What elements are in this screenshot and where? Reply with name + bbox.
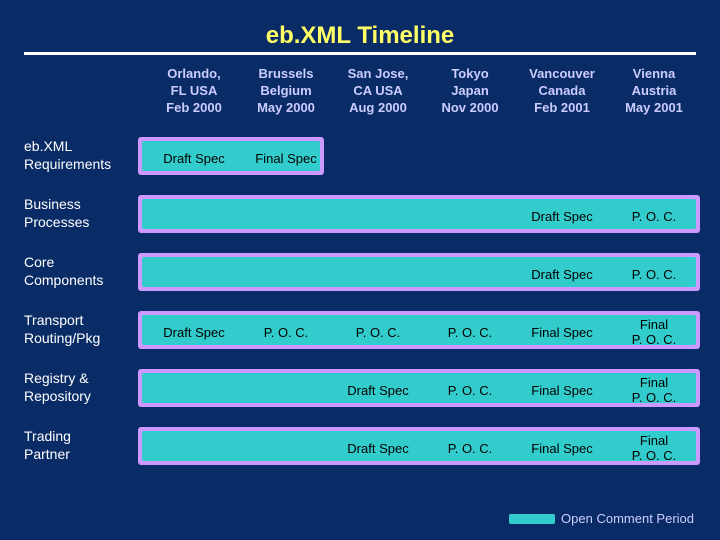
slide-title: eb.XML Timeline bbox=[24, 22, 696, 50]
cell: P. O. C. bbox=[420, 363, 520, 417]
cell: Final Spec bbox=[512, 305, 612, 359]
cell: Final P. O. C. bbox=[604, 363, 704, 417]
title-rule bbox=[24, 52, 696, 55]
column-header: Orlando, FL USA Feb 2000 bbox=[144, 65, 244, 116]
column-header: Brussels Belgium May 2000 bbox=[236, 65, 336, 116]
row-label: Business Processes bbox=[24, 195, 154, 231]
cell: Draft Spec bbox=[512, 247, 612, 301]
timeline-row: Registry & Repository Draft SpecP. O. C.F… bbox=[24, 363, 696, 417]
legend-swatch bbox=[509, 514, 555, 524]
timeline-rows: eb.XML RequirementsDraft SpecFinal SpecB… bbox=[24, 131, 696, 475]
cell: Draft Spec bbox=[328, 363, 428, 417]
cell: Final Spec bbox=[512, 421, 612, 475]
slide: eb.XML Timeline Orlando, FL USA Feb 2000… bbox=[0, 0, 720, 540]
cell: P. O. C. bbox=[604, 189, 704, 243]
column-header: Vienna Austria May 2001 bbox=[604, 65, 704, 116]
cell: P. O. C. bbox=[328, 305, 428, 359]
row-label: Registry & Repository bbox=[24, 369, 154, 405]
cell: Final P. O. C. bbox=[604, 421, 704, 475]
cell: Draft Spec bbox=[512, 189, 612, 243]
cell: P. O. C. bbox=[420, 421, 520, 475]
row-label: Trading Partner bbox=[24, 427, 154, 463]
row-label: Transport Routing/Pkg bbox=[24, 311, 154, 347]
column-headers: Orlando, FL USA Feb 2000Brussels Belgium… bbox=[24, 65, 696, 125]
timeline-row: eb.XML RequirementsDraft SpecFinal Spec bbox=[24, 131, 696, 185]
row-label: Core Components bbox=[24, 253, 154, 289]
row-label: eb.XML Requirements bbox=[24, 137, 154, 173]
timeline-row: Transport Routing/PkgDraft SpecP. O. C.P… bbox=[24, 305, 696, 359]
column-header: Vancouver Canada Feb 2001 bbox=[512, 65, 612, 116]
cell: P. O. C. bbox=[604, 247, 704, 301]
column-header: San Jose, CA USA Aug 2000 bbox=[328, 65, 428, 116]
cell: Draft Spec bbox=[144, 305, 244, 359]
cell: Draft Spec bbox=[144, 131, 244, 185]
cell: Final Spec bbox=[512, 363, 612, 417]
timeline-row: Trading Partner Draft SpecP. O. C.Final S… bbox=[24, 421, 696, 475]
timeline-row: Business ProcessesDraft SpecP. O. C. bbox=[24, 189, 696, 243]
cell: P. O. C. bbox=[420, 305, 520, 359]
column-header: Tokyo Japan Nov 2000 bbox=[420, 65, 520, 116]
cell: Draft Spec bbox=[328, 421, 428, 475]
cell: P. O. C. bbox=[236, 305, 336, 359]
legend-label: Open Comment Period bbox=[561, 511, 694, 526]
timeline-row: Core ComponentsDraft SpecP. O. C. bbox=[24, 247, 696, 301]
legend: Open Comment Period bbox=[509, 511, 694, 526]
cell: Final P. O. C. bbox=[604, 305, 704, 359]
cell: Final Spec bbox=[236, 131, 336, 185]
